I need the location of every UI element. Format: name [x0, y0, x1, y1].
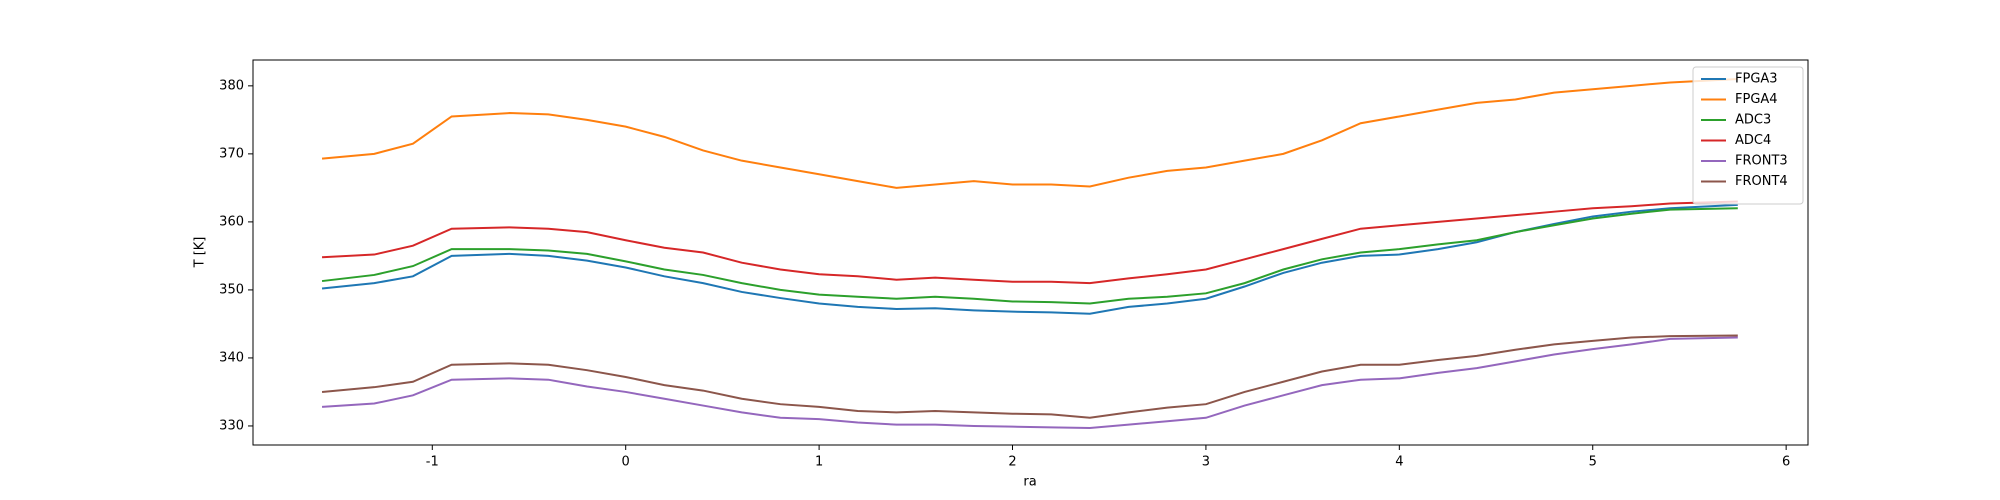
x-tick-label: 3: [1202, 455, 1210, 470]
x-tick-label: 4: [1395, 455, 1403, 470]
line-series: [321, 336, 1738, 429]
x-tick-label: 2: [1008, 455, 1016, 470]
y-tick-label: 350: [219, 282, 244, 297]
legend-label: FRONT3: [1735, 154, 1788, 169]
legend-label: FPGA3: [1735, 72, 1778, 87]
x-tick-label: 5: [1589, 455, 1597, 470]
legend-box: [1692, 66, 1804, 205]
x-tick-label: 0: [622, 455, 630, 470]
line-series: [321, 200, 1738, 285]
legend-label: FRONT4: [1735, 174, 1788, 189]
x-axis-label: ra: [1023, 475, 1036, 490]
legend-label: FPGA4: [1735, 92, 1778, 107]
y-tick-label: 370: [219, 146, 244, 161]
plot-frame: [252, 59, 1809, 446]
legend-label: ADC3: [1735, 113, 1771, 128]
line-series: [321, 207, 1738, 305]
x-tick-label: -1: [426, 455, 439, 470]
line-series: [321, 78, 1738, 189]
y-tick-label: 340: [219, 350, 244, 365]
y-axis-label: T [K]: [193, 237, 208, 269]
y-tick-label: 360: [219, 214, 244, 229]
x-tick-label: 1: [815, 455, 823, 470]
x-tick-label: 6: [1782, 455, 1790, 470]
legend-label: ADC4: [1735, 133, 1771, 148]
y-tick-label: 380: [219, 78, 244, 93]
line-series: [321, 203, 1738, 315]
line-series: [321, 334, 1738, 419]
y-tick-label: 330: [219, 418, 244, 433]
